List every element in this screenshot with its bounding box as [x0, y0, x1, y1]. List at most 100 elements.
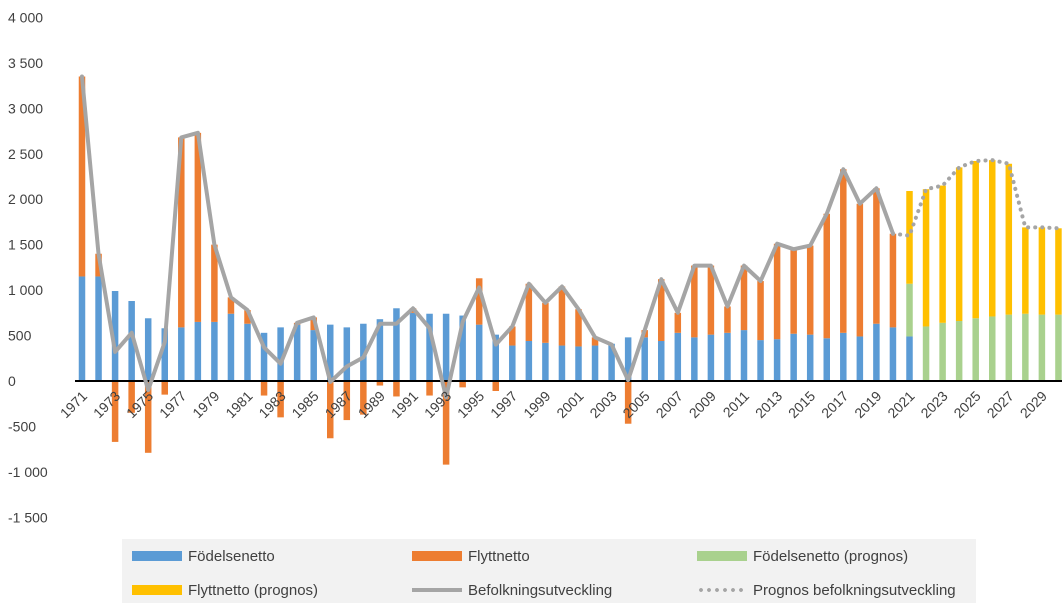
bar-fodelsenetto	[641, 337, 648, 381]
x-tick-label: 2017	[818, 388, 851, 421]
x-tick-label: 2005	[619, 388, 652, 421]
bar-fodelsenetto	[161, 328, 168, 381]
bar-fodelsenetto-prognos	[1005, 314, 1013, 381]
x-tick-label: 1971	[57, 388, 90, 421]
bar-flyttnetto	[260, 381, 268, 396]
x-tick-label: 1997	[487, 388, 520, 421]
bar-fodelsenetto	[492, 334, 499, 381]
bar-flyttnetto	[856, 203, 864, 337]
bar-fodelsenetto-prognos	[989, 316, 996, 381]
bar-fodelsenetto	[806, 334, 814, 381]
bar-flyttnetto	[178, 137, 185, 328]
legend-swatch-fodelsenetto	[132, 551, 182, 561]
x-tick-label: 1977	[156, 388, 189, 421]
line-prognos-befolkningsutveckling	[891, 158, 1061, 238]
bar-fodelsenetto-prognos	[939, 322, 946, 381]
bar-flyttnetto	[211, 244, 218, 322]
line-befolkningsutveckling	[80, 74, 895, 400]
legend-swatch-flyttnetto-prognos	[132, 585, 182, 595]
bar-flyttnetto	[806, 245, 814, 335]
bar-fodelsenetto	[78, 276, 86, 381]
bar-fodelsenetto	[889, 327, 897, 381]
bar-flyttnetto	[707, 265, 715, 335]
bar-fodelsenetto-prognos	[972, 318, 979, 381]
x-tick-label: 2003	[586, 388, 619, 421]
legend-item-fodelsenetto: Födelsenetto	[132, 545, 275, 567]
bar-flyttnetto-prognos	[1022, 227, 1029, 314]
bar-fodelsenetto	[178, 327, 185, 381]
bar-fodelsenetto	[773, 339, 781, 381]
bar-fodelsenetto	[244, 323, 251, 381]
bar-flyttnetto	[194, 132, 202, 322]
bar-flyttnetto	[144, 381, 152, 453]
bar-fodelsenetto	[591, 345, 599, 381]
x-tick-label: 2009	[686, 388, 719, 421]
bar-fodelsenetto	[906, 336, 913, 381]
legend-item-befolkningsutveckling: Befolkningsutveckling	[412, 579, 612, 601]
bar-fodelsenetto	[227, 313, 235, 381]
bar-fodelsenetto	[724, 332, 731, 381]
bar-flyttnetto	[757, 281, 764, 341]
legend-swatch-befolkningsutveckling	[412, 588, 462, 592]
y-tick-label: -1 500	[8, 509, 48, 525]
legend-label-befolkningsutveckling: Befolkningsutveckling	[468, 581, 613, 599]
bar-fodelsenetto	[310, 330, 317, 381]
bar-flyttnetto	[426, 381, 433, 396]
bar-flyttnetto	[658, 279, 665, 342]
x-tick-label: 2023	[917, 388, 950, 421]
bar-flyttnetto	[674, 312, 682, 333]
y-tick-label: 0	[8, 373, 16, 389]
bar-fodelsenetto	[691, 337, 698, 381]
bar-flyttnetto	[591, 337, 599, 346]
bar-fodelsenetto	[393, 308, 400, 381]
bar-fodelsenetto	[707, 334, 715, 381]
bar-flyttnetto	[343, 381, 351, 421]
bar-flyttnetto	[509, 326, 516, 346]
bar-fodelsenetto	[144, 318, 152, 381]
bar-flyttnetto-prognos	[906, 191, 913, 284]
bar-fodelsenetto	[525, 341, 533, 381]
y-tick-label: 2 000	[8, 191, 43, 207]
bar-fodelsenetto-prognos	[1038, 314, 1046, 381]
bar-flyttnetto	[624, 381, 632, 424]
bar-fodelsenetto	[575, 346, 582, 381]
bar-fodelsenetto	[542, 342, 549, 381]
y-tick-label: -500	[8, 418, 36, 434]
bar-flyttnetto	[227, 297, 235, 314]
bar-flyttnetto-prognos	[1055, 228, 1062, 315]
x-tick-label: 2029	[1017, 388, 1050, 421]
y-tick-label: 2 500	[8, 146, 43, 162]
y-tick-label: 1 500	[8, 237, 43, 253]
bar-flyttnetto	[823, 213, 830, 339]
x-tick-label: 2001	[553, 388, 586, 421]
legend-item-flyttnetto: Flyttnetto	[412, 545, 530, 567]
bar-fodelsenetto	[608, 343, 615, 381]
x-tick-label: 1991	[388, 388, 421, 421]
bar-flyttnetto	[376, 381, 384, 386]
bar-flyttnetto	[542, 302, 549, 343]
legend-label-flyttnetto-prognos: Flyttnetto (prognos)	[188, 581, 319, 599]
bar-fodelsenetto	[790, 333, 797, 381]
bar-flyttnetto	[492, 381, 499, 391]
bar-fodelsenetto	[442, 313, 450, 381]
bar-flyttnetto	[873, 188, 880, 324]
bar-fodelsenetto	[840, 332, 847, 381]
lines	[80, 74, 1061, 400]
x-axis-ticks: 1971 1973 1975 1977 1979 1981 1983 1985 1987 1989…	[57, 388, 1050, 421]
bar-flyttnetto	[475, 278, 483, 325]
bar-fodelsenetto	[475, 324, 483, 381]
y-tick-label: 3 000	[8, 100, 43, 116]
bar-fodelsenetto	[327, 324, 334, 381]
bar-fodelsenetto-prognos	[922, 326, 930, 381]
legend-item-prognos-befolkningsutveckling: Prognos befolkningsutveckling	[697, 579, 956, 601]
x-tick-label: 2007	[653, 388, 686, 421]
bar-flyttnetto	[558, 286, 566, 346]
bar-flyttnetto	[277, 381, 284, 418]
bar-fodelsenetto	[360, 323, 367, 381]
x-tick-label: 1995	[454, 388, 487, 421]
legend-label-prognos-befolkningsutveckling: Prognos befolkningsutveckling	[753, 581, 956, 599]
x-tick-label: 1999	[520, 388, 553, 421]
y-tick-label: 4 000	[8, 9, 43, 25]
legend-label-flyttnetto: Flyttnetto	[468, 547, 530, 565]
bar-flyttnetto-prognos	[1005, 163, 1013, 315]
